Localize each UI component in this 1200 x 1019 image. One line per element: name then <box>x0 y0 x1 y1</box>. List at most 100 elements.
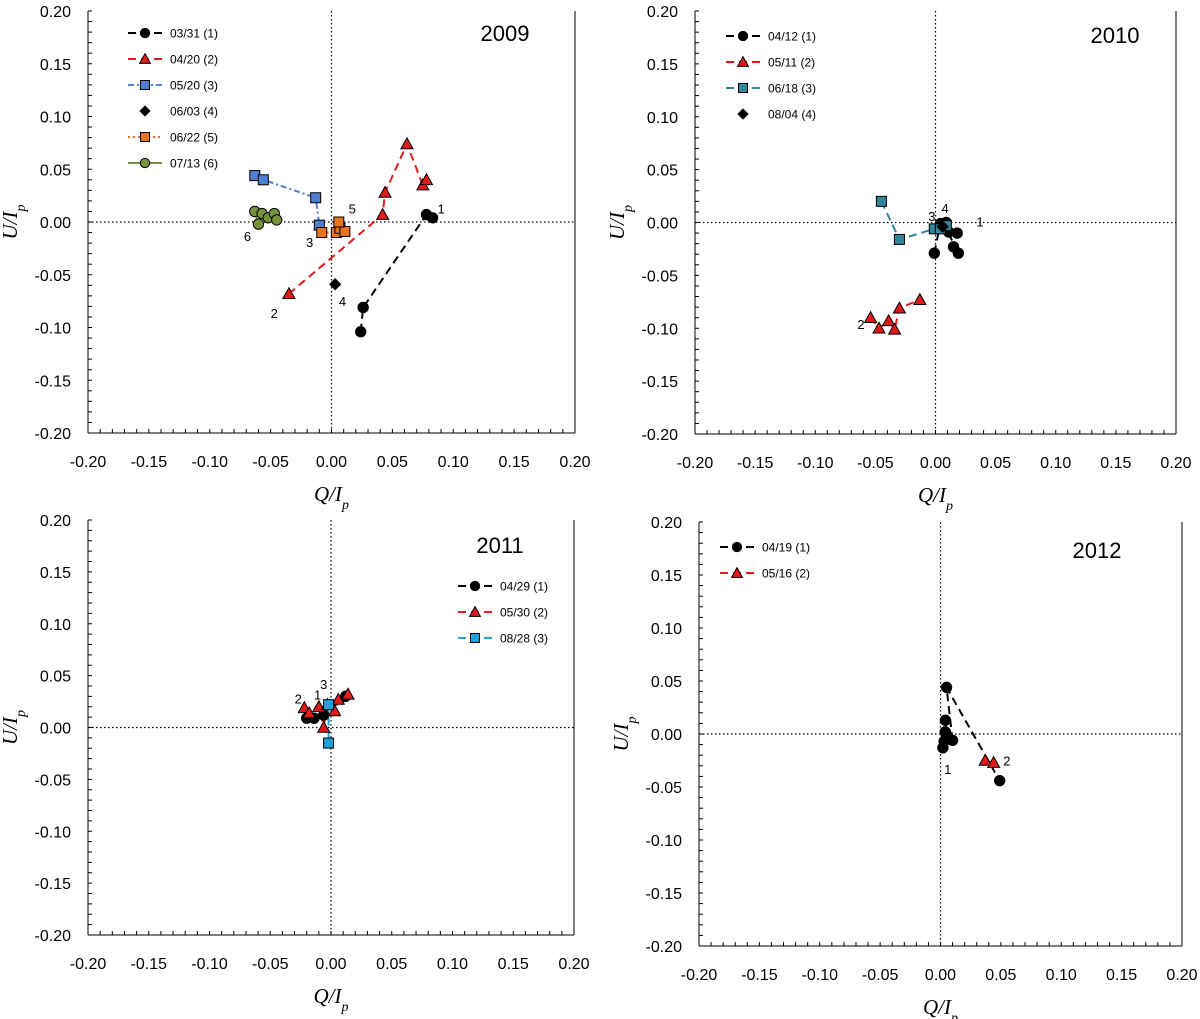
x-tick-label: -0.15 <box>131 956 168 973</box>
legend-marker <box>730 566 744 578</box>
x-tick-label: 0.00 <box>925 967 956 984</box>
data-point <box>316 720 331 733</box>
x-tick-label: 0.10 <box>1040 455 1071 472</box>
y-axis-label: U/Ip <box>0 205 29 240</box>
legend-marker <box>139 105 151 117</box>
y-tick-label: -0.20 <box>646 939 683 956</box>
x-tick-label: 0.05 <box>985 967 1016 984</box>
x-tick-label: 0.10 <box>1046 967 1077 984</box>
data-point <box>426 212 439 224</box>
data-point <box>419 172 434 186</box>
legend-label: 06/18 (3) <box>768 82 816 96</box>
y-tick-label: -0.15 <box>35 876 72 893</box>
legend-marker <box>140 80 150 90</box>
data-point <box>893 233 905 245</box>
data-point <box>355 326 367 338</box>
y-axis-label-subscript: p <box>14 710 29 718</box>
y-tick-label: 0.20 <box>40 4 71 21</box>
y-tick-label: -0.10 <box>35 321 72 338</box>
panel-2012: -0.20 -0.15 -0.10 -0.05 0.00 0.05 0.10 0.15 0.20… <box>609 515 1198 1019</box>
point-annotation: 2 <box>1003 754 1010 769</box>
y-tick-label: 0.00 <box>40 721 71 738</box>
data-point <box>913 292 927 305</box>
series-line <box>359 213 434 332</box>
point-annotation: 3 <box>928 209 935 224</box>
point-annotation: 1 <box>437 201 444 216</box>
panel-2010: -0.20 -0.15 -0.10 -0.05 0.00 0.05 0.10 0.15 0.20… <box>605 4 1192 514</box>
panel-title: 2012 <box>1073 538 1122 563</box>
data-point <box>951 227 963 239</box>
data-point <box>357 301 369 314</box>
x-tick-label: -0.10 <box>802 967 839 984</box>
y-tick-label: 0.15 <box>40 57 71 74</box>
x-tick-label: -0.05 <box>252 454 289 471</box>
data-point <box>400 136 414 150</box>
legend-label: 06/22 (5) <box>170 131 218 145</box>
x-tick-label: 0.20 <box>558 956 589 973</box>
x-axis-label: Q/Ip <box>923 995 958 1019</box>
legend-marker <box>737 108 749 120</box>
legend-label: 05/11 (2) <box>768 56 815 70</box>
point-annotation: 1 <box>314 687 321 702</box>
x-tick-label: 0.05 <box>377 454 408 471</box>
legend-label: 08/04 (4) <box>768 108 816 122</box>
point-annotation: 1 <box>976 215 983 230</box>
legend-label: 07/13 (6) <box>170 157 218 171</box>
legend-marker <box>139 27 151 39</box>
point-annotation: 1 <box>944 762 951 777</box>
data-point <box>936 220 949 233</box>
data-point <box>339 225 351 237</box>
panel-title: 2011 <box>476 533 523 558</box>
point-annotation: 2 <box>295 691 302 706</box>
legend-marker <box>139 157 151 169</box>
legend-marker <box>731 541 743 553</box>
x-tick-label: 0.15 <box>499 454 530 471</box>
panel-2011: -0.20 -0.15 -0.10 -0.05 0.00 0.05 0.10 0.15 0.20… <box>0 513 590 1015</box>
data-point <box>328 278 342 291</box>
y-tick-label: 0.05 <box>40 669 71 686</box>
y-tick-label: 0.15 <box>647 57 678 74</box>
panel-title: 2009 <box>481 21 530 46</box>
data-point <box>252 218 265 230</box>
panel-title: 2010 <box>1091 23 1140 48</box>
legend-marker <box>469 580 481 592</box>
legend-label: 04/12 (1) <box>768 30 816 44</box>
x-tick-label: -0.10 <box>191 956 228 973</box>
data-point <box>881 313 896 327</box>
y-axis-label-subscript: p <box>621 205 636 213</box>
x-tick-label: -0.20 <box>70 454 107 471</box>
x-tick-label: 0.20 <box>1160 455 1191 472</box>
x-tick-label: -0.15 <box>741 967 778 984</box>
x-axis-label-subscript: p <box>945 499 953 514</box>
x-tick-label: 0.05 <box>376 956 407 973</box>
y-axis-label-subscript: p <box>625 717 640 725</box>
data-point <box>375 207 390 220</box>
y-tick-label: -0.20 <box>35 426 72 443</box>
x-tick-label: -0.05 <box>857 455 894 472</box>
y-tick-label: 0.05 <box>40 162 71 179</box>
y-tick-label: 0.15 <box>40 565 71 582</box>
data-point <box>892 301 907 314</box>
y-tick-label: -0.20 <box>642 427 679 444</box>
data-point <box>952 247 965 259</box>
data-point <box>928 247 940 259</box>
legend-marker <box>468 605 482 617</box>
x-tick-label: -0.15 <box>131 454 168 471</box>
x-tick-label: 0.00 <box>920 455 951 472</box>
y-tick-label: 0.20 <box>647 4 678 21</box>
data-point <box>316 227 328 239</box>
y-tick-label: -0.05 <box>35 772 72 789</box>
x-axis-label-subscript: p <box>950 1011 958 1019</box>
x-tick-label: -0.15 <box>737 455 774 472</box>
y-tick-label: -0.10 <box>642 321 679 338</box>
x-tick-label: -0.05 <box>252 956 289 973</box>
y-tick-label: 0.15 <box>651 568 682 585</box>
data-point <box>863 310 878 323</box>
data-point <box>257 174 269 186</box>
data-point <box>887 322 902 335</box>
legend-label: 04/20 (2) <box>170 53 218 67</box>
legend-label: 05/30 (2) <box>500 606 548 620</box>
data-point <box>946 734 959 747</box>
x-tick-label: 0.00 <box>315 956 346 973</box>
point-annotation: 2 <box>857 317 864 332</box>
